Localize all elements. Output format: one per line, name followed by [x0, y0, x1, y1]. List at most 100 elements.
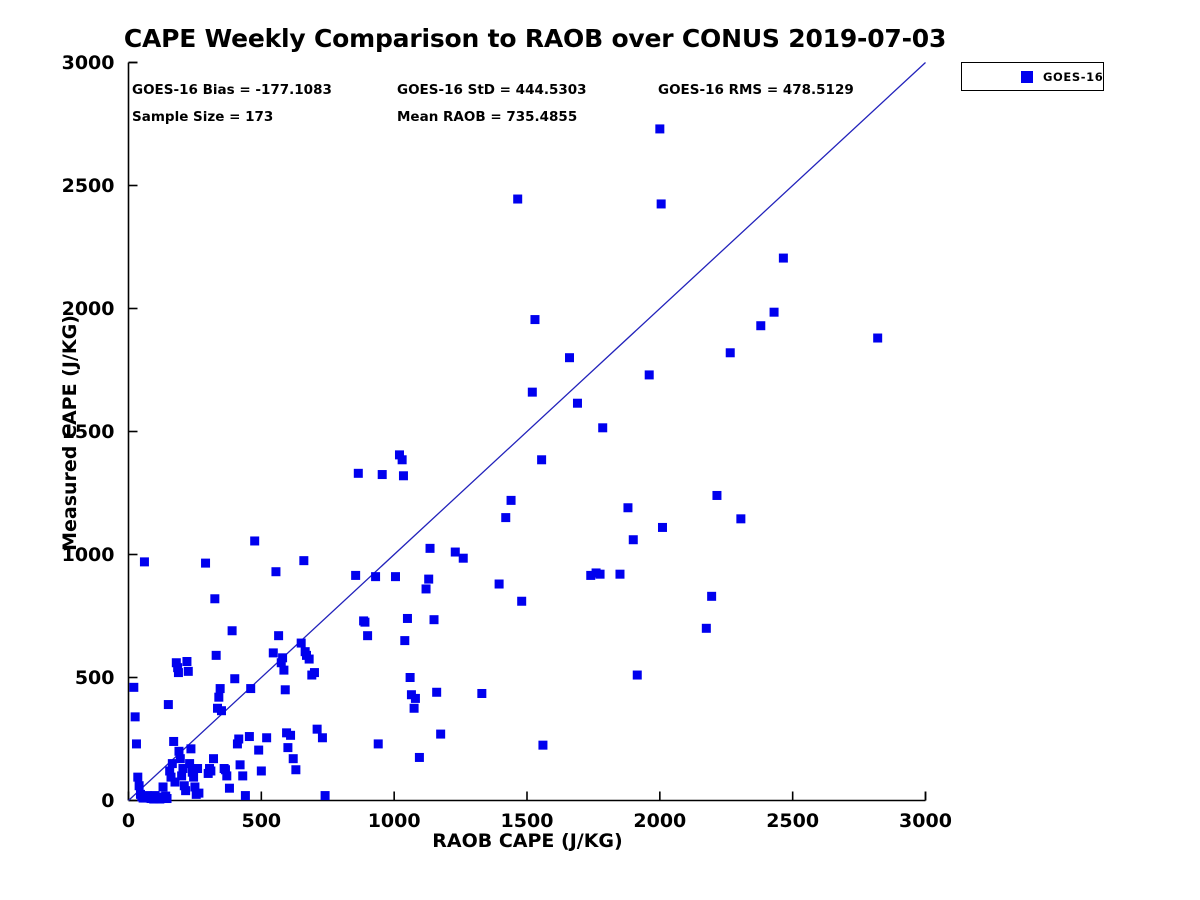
scatter-point	[283, 743, 293, 753]
scatter-point	[209, 754, 219, 764]
scatter-point	[171, 658, 181, 668]
scatter-point	[632, 670, 642, 680]
scatter-point	[494, 579, 504, 589]
x-axis-tick-label: 1500	[500, 809, 554, 832]
scatter-point	[360, 617, 370, 627]
one-to-one-line	[128, 62, 926, 801]
scatter-point	[246, 684, 256, 694]
scatter-point	[312, 724, 322, 734]
scatter-point	[201, 558, 211, 568]
scatter-point	[250, 536, 260, 546]
scatter-point	[173, 663, 183, 673]
scatter-point	[177, 771, 187, 781]
scatter-point	[134, 781, 144, 791]
scatter-point	[405, 673, 415, 682]
scatter-point	[254, 745, 264, 755]
scatter-point	[598, 423, 608, 433]
scatter-point	[450, 547, 460, 557]
scatter-point	[432, 687, 442, 697]
scatter-point	[390, 572, 400, 582]
scatter-point	[421, 584, 431, 594]
scatter-point	[238, 771, 248, 781]
scatter-point	[572, 398, 582, 408]
y-axis-title: Measured CAPE (J/KG)	[59, 315, 81, 551]
y-axis-tick-label: 1500	[61, 420, 115, 443]
scatter-point	[173, 668, 183, 678]
scatter-point	[179, 781, 189, 791]
scatter-point	[162, 794, 172, 804]
scatter-point	[513, 194, 523, 204]
scatter-point	[276, 658, 286, 668]
scatter-point	[130, 712, 140, 722]
scatter-point	[657, 522, 667, 532]
scatter-point	[712, 490, 722, 500]
x-axis-title: RAOB CAPE (J/KG)	[432, 830, 623, 852]
y-axis-tick-label: 3000	[61, 51, 115, 74]
scatter-point	[262, 733, 272, 743]
scatter-point	[538, 740, 548, 750]
legend-marker-goes-16	[1021, 71, 1033, 83]
scatter-point	[182, 657, 192, 667]
scatter-point	[317, 733, 327, 743]
scatter-point	[131, 739, 141, 749]
scatter-point	[190, 782, 200, 792]
scatter-point	[537, 455, 547, 465]
scatter-point	[240, 791, 250, 801]
scatter-point	[628, 535, 638, 545]
scatter-point	[701, 623, 711, 633]
scatter-point	[436, 729, 446, 739]
scatter-points-goes-16[interactable]	[129, 124, 883, 804]
y-axis-tick-label: 2000	[61, 297, 115, 320]
scatter-point	[458, 553, 468, 563]
scatter-point	[400, 636, 410, 646]
scatter-point	[185, 759, 195, 769]
scatter-point	[165, 766, 175, 776]
x-axis-tick-label: 1000	[367, 809, 421, 832]
scatter-point	[169, 736, 179, 746]
scatter-point	[477, 688, 487, 698]
scatter-point	[291, 765, 301, 775]
scatter-point	[506, 495, 516, 505]
scatter-point	[187, 767, 197, 777]
scatter-point	[769, 307, 779, 317]
scatter-point	[501, 513, 511, 523]
scatter-point	[178, 764, 188, 774]
scatter-point	[280, 685, 290, 695]
x-axis-tick-label: 500	[241, 809, 282, 832]
scatter-point	[371, 572, 381, 582]
scatter-point	[873, 333, 883, 343]
chart-title: CAPE Weekly Comparison to RAOB over CONU…	[123, 24, 947, 53]
scatter-point	[170, 777, 180, 787]
scatter-point	[274, 631, 284, 641]
scatter-point	[623, 503, 633, 513]
scatter-point	[278, 653, 288, 663]
scatter-point	[271, 567, 281, 577]
annotation-std: GOES-16 StD = 444.5303	[397, 82, 587, 98]
scatter-point	[351, 570, 361, 580]
scatter-point	[377, 470, 387, 480]
scatter-point	[429, 615, 439, 625]
scatter-point	[244, 732, 254, 742]
scatter-point	[424, 574, 434, 584]
scatter-point	[181, 786, 191, 796]
scatter-point	[373, 739, 383, 749]
scatter-point	[279, 665, 289, 675]
x-axis-tick-label: 0	[121, 809, 136, 832]
scatter-point	[194, 788, 204, 798]
scatter-point	[186, 744, 196, 754]
scatter-point	[410, 693, 420, 703]
scatter-point	[363, 631, 373, 641]
y-axis-tick-label: 0	[101, 789, 115, 812]
scatter-point	[530, 315, 540, 325]
scatter-point	[398, 471, 408, 481]
scatter-point	[216, 706, 226, 716]
x-axis-tick-label: 2500	[766, 809, 820, 832]
scatter-point	[193, 764, 203, 774]
scatter-point	[615, 569, 625, 579]
y-axis-tick-label: 2500	[61, 174, 115, 197]
annotation-sample-size: Sample Size = 173	[132, 109, 274, 125]
scatter-point	[256, 766, 266, 776]
scatter-point	[409, 703, 419, 713]
scatter-point	[175, 754, 185, 764]
annotation-mean-raob: Mean RAOB = 735.4855	[397, 109, 578, 125]
